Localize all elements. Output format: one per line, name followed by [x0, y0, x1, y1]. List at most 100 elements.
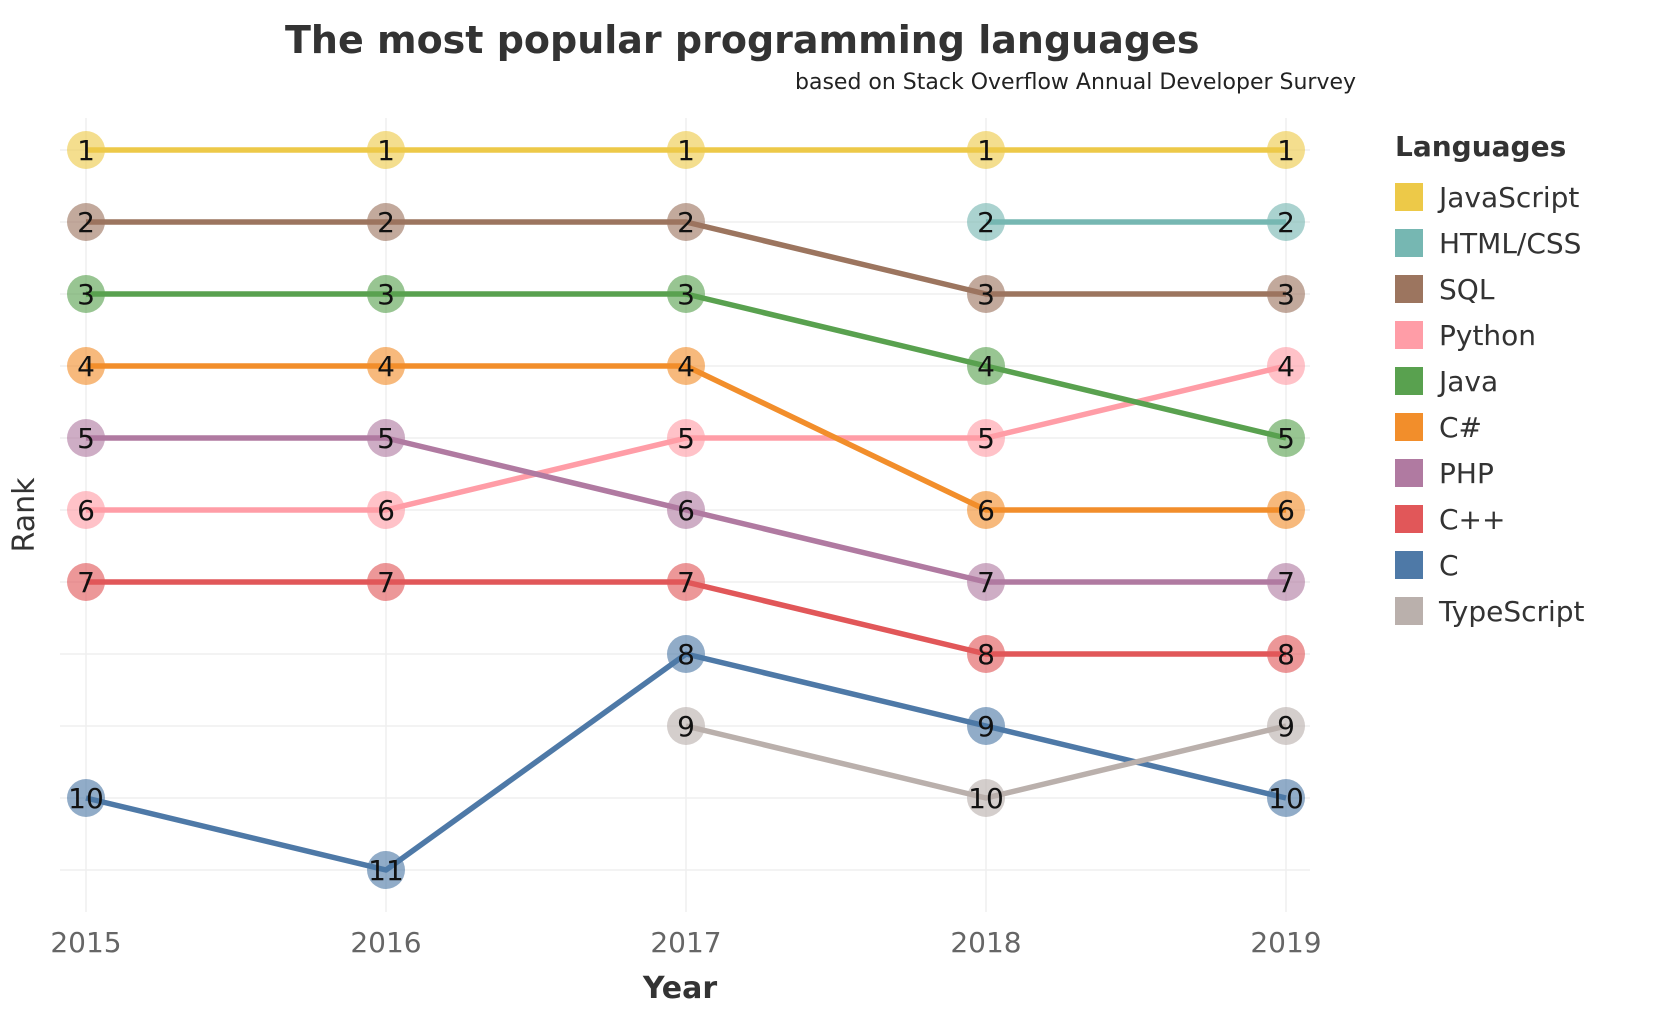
point-marker — [667, 347, 705, 385]
data-point-java: 4 — [967, 347, 1005, 385]
point-label: 4 — [1277, 350, 1295, 383]
point-label: 10 — [1268, 782, 1304, 815]
point-marker — [1267, 563, 1305, 601]
point-marker — [1267, 635, 1305, 673]
legend-label: JavaScript — [1439, 180, 1580, 214]
point-marker — [1267, 491, 1305, 529]
point-marker — [67, 275, 105, 313]
point-label: 6 — [377, 494, 395, 527]
data-point-javascript: 1 — [67, 131, 105, 169]
y-axis-label: Rank — [7, 477, 42, 553]
legend-label: C++ — [1439, 502, 1506, 536]
point-label: 3 — [377, 278, 395, 311]
point-marker — [1267, 203, 1305, 241]
point-marker — [67, 131, 105, 169]
data-point-javascript: 1 — [667, 131, 705, 169]
x-tick-label: 2017 — [650, 926, 721, 959]
point-marker — [367, 347, 405, 385]
point-label: 2 — [77, 206, 95, 239]
point-marker — [67, 491, 105, 529]
point-marker — [667, 563, 705, 601]
point-label: 5 — [377, 422, 395, 455]
x-tick-label: 2015 — [50, 926, 121, 959]
point-label: 1 — [677, 134, 695, 167]
legend-swatch — [1395, 183, 1423, 211]
point-marker — [967, 563, 1005, 601]
data-point-python: 6 — [67, 491, 105, 529]
data-point-php: 6 — [667, 491, 705, 529]
point-marker — [367, 491, 405, 529]
point-label: 6 — [677, 494, 695, 527]
point-marker — [367, 851, 405, 889]
x-tick-label: 2019 — [1250, 926, 1321, 959]
legend-item-javascript: JavaScript — [1395, 174, 1655, 220]
legend-label: Java — [1439, 364, 1499, 398]
point-label: 2 — [677, 206, 695, 239]
point-marker — [67, 419, 105, 457]
legend-title: Languages — [1395, 130, 1567, 163]
point-label: 3 — [977, 278, 995, 311]
point-marker — [1267, 275, 1305, 313]
point-label: 2 — [377, 206, 395, 239]
point-label: 7 — [377, 566, 395, 599]
point-marker — [967, 635, 1005, 673]
point-label: 3 — [1277, 278, 1295, 311]
point-label: 1 — [377, 134, 395, 167]
point-label: 8 — [977, 638, 995, 671]
point-label: 2 — [977, 206, 995, 239]
point-marker — [967, 131, 1005, 169]
data-point-c: 10 — [67, 779, 105, 817]
data-point-sql: 3 — [967, 275, 1005, 313]
point-marker — [67, 779, 105, 817]
legend-swatch — [1395, 367, 1423, 395]
x-tick-label: 2016 — [350, 926, 421, 959]
data-point-csharp: 6 — [1267, 491, 1305, 529]
point-label: 4 — [677, 350, 695, 383]
data-point-python: 5 — [967, 419, 1005, 457]
legend-item-php: PHP — [1395, 450, 1655, 496]
data-point-php: 7 — [967, 563, 1005, 601]
x-axis-ticks: 2015 2016 2017 2018 2019 — [50, 926, 1321, 959]
data-point-html-css: 2 — [967, 203, 1005, 241]
point-marker — [967, 779, 1005, 817]
legend-item-typescript: TypeScript — [1395, 588, 1655, 634]
x-axis-label: Year — [642, 971, 718, 1006]
point-marker — [667, 131, 705, 169]
point-label: 1 — [77, 134, 95, 167]
data-point-sql: 2 — [367, 203, 405, 241]
point-label: 8 — [1277, 638, 1295, 671]
point-label: 5 — [77, 422, 95, 455]
legend-label: C# — [1439, 410, 1483, 444]
data-point-javascript: 1 — [967, 131, 1005, 169]
data-point-python: 5 — [667, 419, 705, 457]
point-label: 9 — [677, 710, 695, 743]
point-label: 1 — [977, 134, 995, 167]
point-marker — [967, 707, 1005, 745]
point-marker — [1267, 347, 1305, 385]
point-label: 5 — [677, 422, 695, 455]
legend-label: C — [1439, 548, 1459, 582]
data-point-cplusplus: 7 — [667, 563, 705, 601]
data-point-csharp: 4 — [667, 347, 705, 385]
point-marker — [667, 635, 705, 673]
data-point-cplusplus: 7 — [367, 563, 405, 601]
data-point-typescript: 9 — [667, 707, 705, 745]
point-marker — [1267, 131, 1305, 169]
point-label: 8 — [677, 638, 695, 671]
point-marker — [367, 563, 405, 601]
point-marker — [367, 419, 405, 457]
point-marker — [67, 347, 105, 385]
legend-item-python: Python — [1395, 312, 1655, 358]
data-point-php: 5 — [67, 419, 105, 457]
point-label: 4 — [977, 350, 995, 383]
data-point-php: 7 — [1267, 563, 1305, 601]
point-marker — [667, 275, 705, 313]
point-marker — [967, 275, 1005, 313]
data-point-c: 11 — [367, 851, 405, 889]
point-marker — [1267, 779, 1305, 817]
legend-item-cplusplus: C++ — [1395, 496, 1655, 542]
data-point-javascript: 1 — [1267, 131, 1305, 169]
legend-label: Python — [1439, 318, 1537, 352]
